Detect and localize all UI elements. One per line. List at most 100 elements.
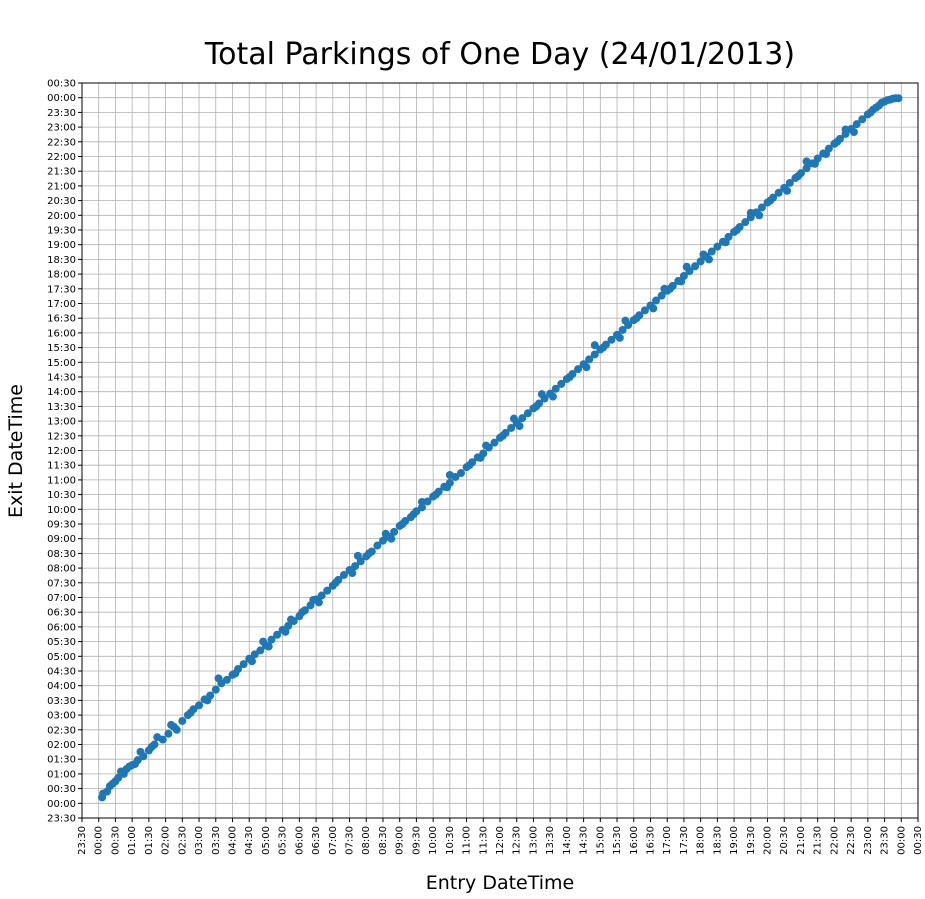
x-axis-ticks: 23:30 00:00 00:30 01:00 01:30 02:00 02:30 03:00… [77,818,924,855]
scatter-point [755,211,764,220]
x-tick-label: 06:00 [294,826,305,855]
scatter-point [259,637,268,646]
y-tick-label: 18:30 [47,255,76,266]
x-axis-label: Entry DateTime [426,872,575,894]
points-layer [98,94,903,802]
y-tick-label: 08:00 [47,564,76,575]
scatter-point [785,178,794,187]
scatter-point [417,497,426,506]
x-tick-label: 08:00 [361,826,372,855]
x-tick-label: 12:30 [512,826,523,855]
scatter-point [866,108,875,117]
scatter-point [523,409,532,418]
x-tick-label: 09:00 [395,826,406,855]
scatter-point [551,384,560,393]
x-tick-label: 21:30 [813,826,824,855]
scatter-point [273,630,282,639]
scatter-point [323,586,332,595]
y-tick-label: 21:00 [47,181,76,192]
scatter-point [256,646,265,655]
scatter-point [222,675,231,684]
scatter-point [264,642,273,651]
y-tick-label: 00:00 [47,799,76,810]
x-tick-label: 22:30 [846,826,857,855]
x-tick-label: 23:30 [880,826,891,855]
y-tick-label: 06:00 [47,622,76,633]
y-tick-label: 02:00 [47,740,76,751]
y-tick-label: 17:30 [47,284,76,295]
scatter-point [691,262,700,271]
grid-layer [81,82,919,819]
y-tick-label: 07:30 [47,578,76,589]
scatter-point [872,103,881,112]
y-tick-label: 00:30 [47,79,76,90]
scatter-point [822,150,831,159]
x-tick-label: 17:00 [662,826,673,855]
scatter-point [582,363,591,372]
scatter-point [774,188,783,197]
y-axis-label: Exit DateTime [5,384,27,518]
scatter-point [431,490,440,499]
x-tick-label: 23:00 [863,826,874,855]
scatter-point [409,510,418,519]
y-tick-label: 09:30 [47,520,76,531]
y-tick-label: 22:00 [47,152,76,163]
x-tick-label: 11:00 [462,826,473,855]
scatter-point [858,115,867,124]
scatter-point [537,390,546,399]
y-tick-label: 19:30 [47,226,76,237]
x-tick-label: 17:30 [679,826,690,855]
y-tick-label: 01:30 [47,755,76,766]
x-tick-label: 05:00 [261,826,272,855]
scatter-point [117,767,126,776]
x-tick-label: 00:00 [94,826,105,855]
scatter-point [732,226,741,234]
scatter-point [665,284,674,293]
y-tick-label: 12:00 [47,446,76,457]
y-tick-label: 09:00 [47,534,76,545]
x-tick-label: 21:00 [796,826,807,855]
x-tick-label: 03:00 [194,826,205,855]
x-tick-label: 00:30 [110,826,121,855]
x-tick-label: 01:00 [127,826,138,855]
scatter-point [677,277,686,286]
scatter-point [456,469,465,478]
x-tick-label: 14:30 [579,826,590,855]
y-axis-ticks: 23:30 00:00 00:30 01:00 01:30 02:00 02:30 03:00… [47,79,82,825]
scatter-point [707,247,716,256]
scatter-point [158,735,167,744]
y-tick-label: 04:00 [47,681,76,692]
y-tick-label: 20:00 [47,211,76,222]
scatter-point [167,720,176,729]
x-tick-label: 08:30 [378,826,389,855]
x-tick-label: 14:00 [562,826,573,855]
scatter-point [287,615,295,624]
scatter-point [585,355,594,364]
y-tick-label: 19:00 [47,240,76,251]
y-tick-label: 14:30 [47,373,76,384]
scatter-point [888,94,897,103]
scatter-point [136,747,145,756]
x-tick-label: 10:30 [445,826,456,855]
scatter-point [852,120,861,129]
y-tick-label: 05:00 [47,652,76,663]
scatter-point [802,157,811,166]
scatter-point [699,250,708,259]
x-tick-label: 11:30 [478,826,489,855]
x-tick-label: 18:30 [712,826,723,855]
y-tick-label: 12:30 [47,431,76,442]
y-tick-label: 15:00 [47,358,76,369]
y-tick-label: 05:30 [47,637,76,648]
x-tick-label: 23:30 [77,826,88,855]
scatter-point [247,657,256,666]
scatter-point [590,341,599,350]
y-tick-label: 16:30 [47,314,76,325]
x-tick-label: 16:30 [645,826,656,855]
y-tick-label: 01:00 [47,769,76,780]
y-tick-label: 06:30 [47,608,76,619]
y-tick-label: 13:00 [47,417,76,428]
scatter-point [373,541,382,550]
y-tick-label: 21:30 [47,167,76,178]
